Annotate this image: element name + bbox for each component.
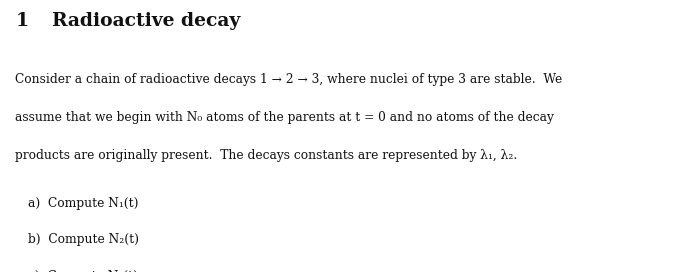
Text: b)  Compute N₂(t): b) Compute N₂(t) <box>28 233 139 246</box>
Text: assume that we begin with N₀ atoms of the parents at t = 0 and no atoms of the d: assume that we begin with N₀ atoms of th… <box>15 111 554 124</box>
Text: a)  Compute N₁(t): a) Compute N₁(t) <box>28 197 139 210</box>
Text: products are originally present.  The decays constants are represented by λ₁, λ₂: products are originally present. The dec… <box>15 149 517 162</box>
Text: Radioactive decay: Radioactive decay <box>52 12 241 30</box>
Text: Consider a chain of radioactive decays 1 → 2 → 3, where nuclei of type 3 are sta: Consider a chain of radioactive decays 1… <box>15 73 563 86</box>
Text: 1: 1 <box>15 12 29 30</box>
Text: c)  Compute N₃(t): c) Compute N₃(t) <box>28 270 138 272</box>
